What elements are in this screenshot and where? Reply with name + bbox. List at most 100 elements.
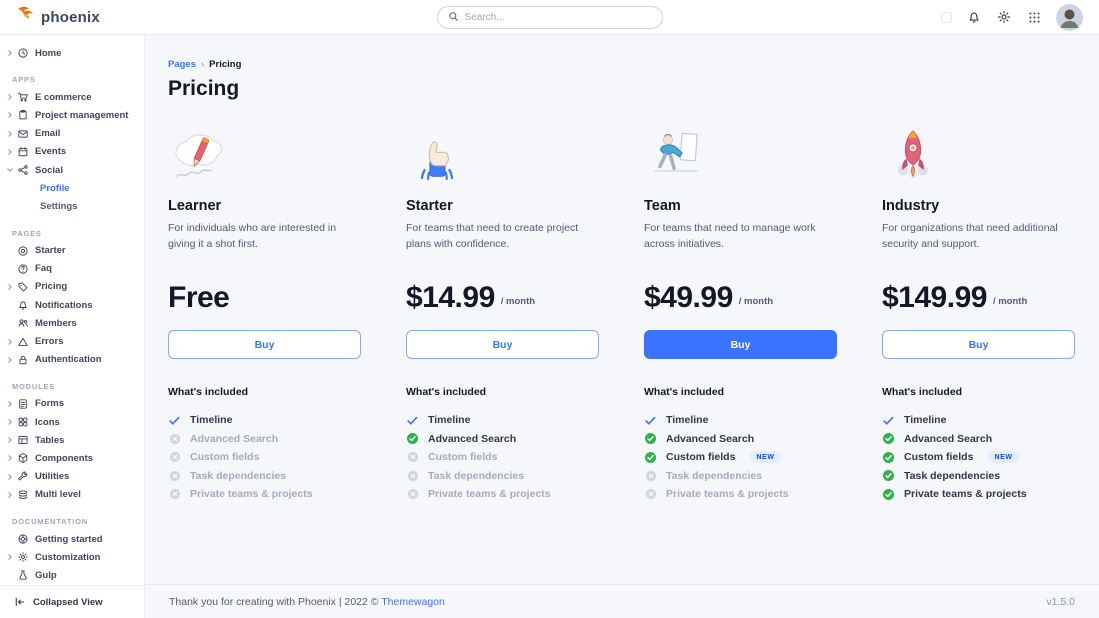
- price-amount: $149.99: [882, 281, 987, 314]
- feature-label: Custom fields: [190, 451, 260, 464]
- sidebar-item-label: Components: [35, 452, 94, 464]
- sidebar-item-e-commerce[interactable]: E commerce: [0, 88, 144, 106]
- sidebar-item-getting-started[interactable]: Getting started: [0, 530, 144, 548]
- sidebar-item-errors[interactable]: Errors: [0, 332, 144, 350]
- footer-credit: Thank you for creating with Phoenix | 20…: [169, 596, 445, 608]
- clipboard-icon: [16, 109, 29, 122]
- gear-icon: [16, 551, 29, 564]
- sidebar-subitem-label: Profile: [40, 182, 70, 194]
- sidebar-item-home[interactable]: Home: [0, 44, 144, 62]
- feature-item-advanced-search: Advanced Search: [882, 430, 1099, 449]
- plan-description: For organizations that need additional s…: [882, 222, 1058, 251]
- sidebar-item-social[interactable]: Social: [0, 161, 144, 179]
- sidebar-item-pricing[interactable]: Pricing: [0, 278, 144, 296]
- apps-grid-icon[interactable]: [1026, 9, 1042, 25]
- sidebar-item-label: Notifications: [35, 299, 93, 311]
- feature-item-custom-fields: Custom fields: [406, 448, 644, 467]
- sidebar-item-label: Gulp: [35, 569, 57, 581]
- check-icon: [406, 414, 419, 427]
- buy-button-industry[interactable]: Buy: [882, 330, 1075, 359]
- sidebar-item-label: Home: [35, 47, 62, 59]
- sidebar-item-events[interactable]: Events: [0, 143, 144, 161]
- lock-icon: [16, 353, 29, 366]
- page-footer: Thank you for creating with Phoenix | 20…: [145, 584, 1099, 618]
- plan-price: $49.99 / month: [644, 278, 882, 318]
- user-avatar[interactable]: [1056, 3, 1083, 31]
- feature-item-custom-fields: Custom fields: [168, 448, 406, 467]
- whats-included-heading: What's included: [644, 386, 725, 398]
- sidebar-item-utilities[interactable]: Utilities: [0, 468, 144, 486]
- feature-label: Private teams & projects: [190, 488, 313, 501]
- sidebar-item-notifications[interactable]: Notifications: [0, 296, 144, 314]
- buy-button-learner[interactable]: Buy: [168, 330, 361, 359]
- x-circle-icon: [168, 451, 181, 464]
- chevron-right-icon: [5, 338, 14, 345]
- sidebar-item-gulp[interactable]: Gulp: [0, 566, 144, 584]
- sidebar-subitem-profile[interactable]: Profile: [0, 179, 144, 197]
- settings-gear-icon[interactable]: [996, 9, 1012, 25]
- feature-item-timeline: Timeline: [644, 411, 882, 430]
- phoenix-logo[interactable]: phoenix: [16, 6, 100, 28]
- x-circle-icon: [168, 469, 181, 482]
- plan-description: For teams that need to create project pl…: [406, 222, 579, 251]
- sidebar-item-project-management[interactable]: Project management: [0, 106, 144, 124]
- check-circle-icon: [882, 451, 895, 464]
- buy-button-starter[interactable]: Buy: [406, 330, 599, 359]
- sidebar-item-members[interactable]: Members: [0, 314, 144, 332]
- feature-label: Private teams & projects: [666, 488, 789, 501]
- sidebar-item-label: Customization: [35, 551, 101, 563]
- sidebar-item-icons[interactable]: Icons: [0, 413, 144, 431]
- main-content: Pages › Pricing Pricing Learner For indiv…: [145, 35, 1099, 584]
- x-circle-icon: [406, 469, 419, 482]
- feature-label: Task dependencies: [190, 469, 287, 482]
- x-circle-icon: [406, 488, 419, 501]
- sidebar-item-label: Social: [35, 164, 63, 176]
- sidebar-item-starter[interactable]: Starter: [0, 242, 144, 260]
- plan-card-learner: Learner For individuals who are intereste…: [168, 127, 406, 504]
- sidebar-subitem-label: Settings: [40, 200, 78, 212]
- check-icon: [168, 414, 181, 427]
- sidebar-item-label: Starter: [35, 245, 66, 257]
- sidebar-item-faq[interactable]: Faq: [0, 260, 144, 278]
- feature-item-timeline: Timeline: [406, 411, 644, 430]
- plan-card-starter: Starter For teams that need to create pro…: [406, 127, 644, 504]
- feature-label: Private teams & projects: [904, 488, 1027, 501]
- feature-item-task-dependencies: Task dependencies: [406, 467, 644, 486]
- chevron-right-icon: [5, 130, 14, 137]
- x-circle-icon: [644, 469, 657, 482]
- price-period: / month: [500, 295, 536, 307]
- plan-price: $14.99 / month: [406, 278, 644, 318]
- sidebar-item-forms[interactable]: Forms: [0, 395, 144, 413]
- chevron-right-icon: [5, 492, 14, 498]
- chevron-right-icon: [5, 356, 14, 363]
- sidebar-item-tables[interactable]: Tables: [0, 431, 144, 449]
- wrench-icon: [16, 470, 29, 483]
- theme-toggle[interactable]: [941, 11, 952, 23]
- price-amount: $14.99: [406, 281, 495, 314]
- feature-item-timeline: Timeline: [168, 411, 406, 430]
- plan-price: $149.99 / month: [882, 278, 1099, 318]
- feature-item-task-dependencies: Task dependencies: [168, 467, 406, 486]
- x-circle-icon: [168, 432, 181, 445]
- buy-button-team[interactable]: Buy: [644, 330, 837, 359]
- collapsed-view-button[interactable]: Collapsed View: [0, 585, 144, 618]
- x-circle-icon: [406, 451, 419, 464]
- envelope-icon: [16, 127, 29, 140]
- sidebar-item-multi-level[interactable]: Multi level: [0, 486, 144, 504]
- tag-icon: [16, 280, 29, 293]
- check-circle-icon: [882, 432, 895, 445]
- breadcrumb-pages-link[interactable]: Pages: [168, 59, 196, 70]
- sidebar-item-components[interactable]: Components: [0, 449, 144, 467]
- check-icon: [882, 414, 895, 427]
- sidebar: Home APPS E commerce Project management Emai…: [0, 35, 145, 618]
- sidebar-subitem-settings[interactable]: Settings: [0, 197, 144, 215]
- search-input[interactable]: [464, 12, 652, 23]
- notifications-bell-icon[interactable]: [966, 9, 982, 25]
- feature-list: Timeline Advanced Search Custom fields NEW T…: [882, 411, 1099, 504]
- sidebar-item-label: Pricing: [35, 281, 68, 293]
- sidebar-item-email[interactable]: Email: [0, 125, 144, 143]
- themewagon-link[interactable]: Themewagon: [381, 595, 445, 608]
- sidebar-item-authentication[interactable]: Authentication: [0, 351, 144, 369]
- sidebar-section-label-apps: APPS: [12, 75, 36, 85]
- sidebar-item-customization[interactable]: Customization: [0, 548, 144, 566]
